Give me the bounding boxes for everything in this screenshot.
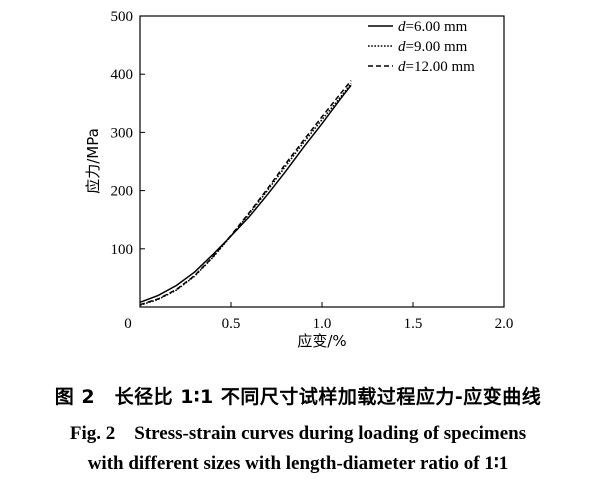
x-tick-label: 0.5 [222, 316, 241, 332]
figure-caption-english-line2: with different sizes with length-diamete… [87, 453, 509, 474]
series-layer [139, 80, 352, 307]
x-tick-label: 1.0 [313, 316, 332, 332]
legend-label: d=6.00 mm [398, 19, 468, 35]
y-tick-label: 500 [111, 9, 134, 25]
x-tick-label: 2.0 [495, 316, 514, 332]
y-tick-label: 200 [111, 184, 134, 200]
y-axis-ticks: 100 200 300 400 500 [111, 9, 145, 258]
legend-label: d=9.00 mm [398, 39, 468, 55]
x-tick-label: 1.5 [404, 316, 423, 332]
figure-caption-english-line1: Fig. 2 Stress-strain curves during loadi… [69, 423, 527, 444]
y-tick-label: 100 [111, 242, 134, 258]
series-line-solid [139, 84, 352, 304]
legend-label-variable: d [398, 39, 406, 55]
y-tick-label: 300 [111, 125, 134, 141]
y-axis-title: 应力/MPa [84, 128, 102, 194]
legend-label-variable: d [398, 59, 406, 75]
x-axis-title: 应变/% [297, 332, 346, 350]
legend-label-value: =12.00 mm [406, 59, 476, 75]
legend-label: d=12.00 mm [398, 59, 475, 75]
y-tick-label: 400 [111, 67, 134, 83]
legend-label-value: =6.00 mm [406, 19, 468, 35]
legend: d=6.00 mmd=9.00 mmd=12.00 mm [368, 19, 475, 75]
series-line-dashed [139, 80, 352, 306]
figure-caption-chinese: 图 2 长径比 1∶1 不同尺寸试样加载过程应力-应变曲线 [54, 386, 542, 408]
series-line-dotted [139, 83, 352, 307]
legend-label-variable: d [398, 19, 406, 35]
x-axis-ticks: 0 0.5 1.0 1.5 2.0 [124, 302, 513, 332]
legend-label-value: =9.00 mm [406, 39, 468, 55]
x-tick-label: 0 [124, 316, 132, 332]
